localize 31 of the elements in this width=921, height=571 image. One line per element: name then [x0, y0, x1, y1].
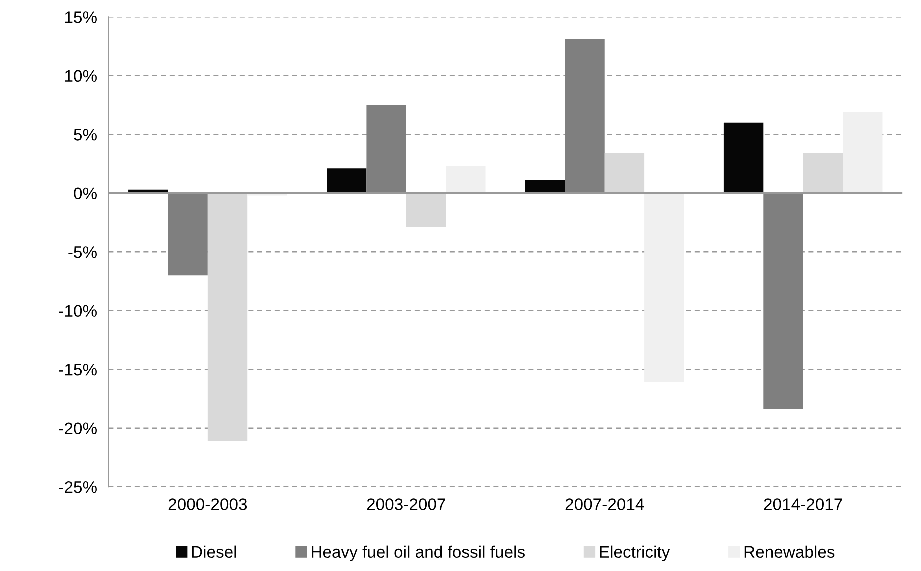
y-tick-label: 15%	[65, 12, 97, 24]
bar	[406, 193, 446, 228]
bar	[644, 193, 684, 383]
bar	[724, 122, 764, 194]
bar	[366, 105, 406, 194]
bar	[764, 193, 804, 410]
bar	[327, 168, 367, 194]
legend-label: Electricity	[600, 546, 670, 562]
x-tick-label: 2007-2014	[566, 498, 644, 510]
bar	[446, 166, 486, 194]
y-tick-label: 10%	[65, 70, 97, 82]
y-tick-label: -10%	[59, 305, 97, 318]
bar	[208, 193, 248, 442]
x-tick-label: 2003-2007	[367, 498, 446, 510]
bar	[803, 153, 844, 194]
y-tick-label: -15%	[59, 364, 97, 376]
legend-label: Renewables	[744, 546, 835, 558]
legend-label: Diesel	[192, 546, 236, 558]
y-tick-label: 0%	[74, 188, 97, 200]
bar	[525, 180, 566, 194]
y-tick-label: -20%	[59, 422, 97, 435]
y-tick-label: -5%	[68, 246, 97, 258]
x-tick-label: 2000-2003	[168, 498, 248, 510]
bar	[168, 193, 208, 276]
bar	[604, 153, 645, 194]
bar	[565, 39, 605, 194]
y-tick-label: 5%	[74, 129, 97, 141]
bar	[843, 112, 883, 194]
x-tick-label: 2014-2017	[764, 498, 842, 510]
y-tick-label: -25%	[59, 481, 97, 494]
legend-label: Heavy fuel oil and fossil fuels	[312, 546, 525, 562]
